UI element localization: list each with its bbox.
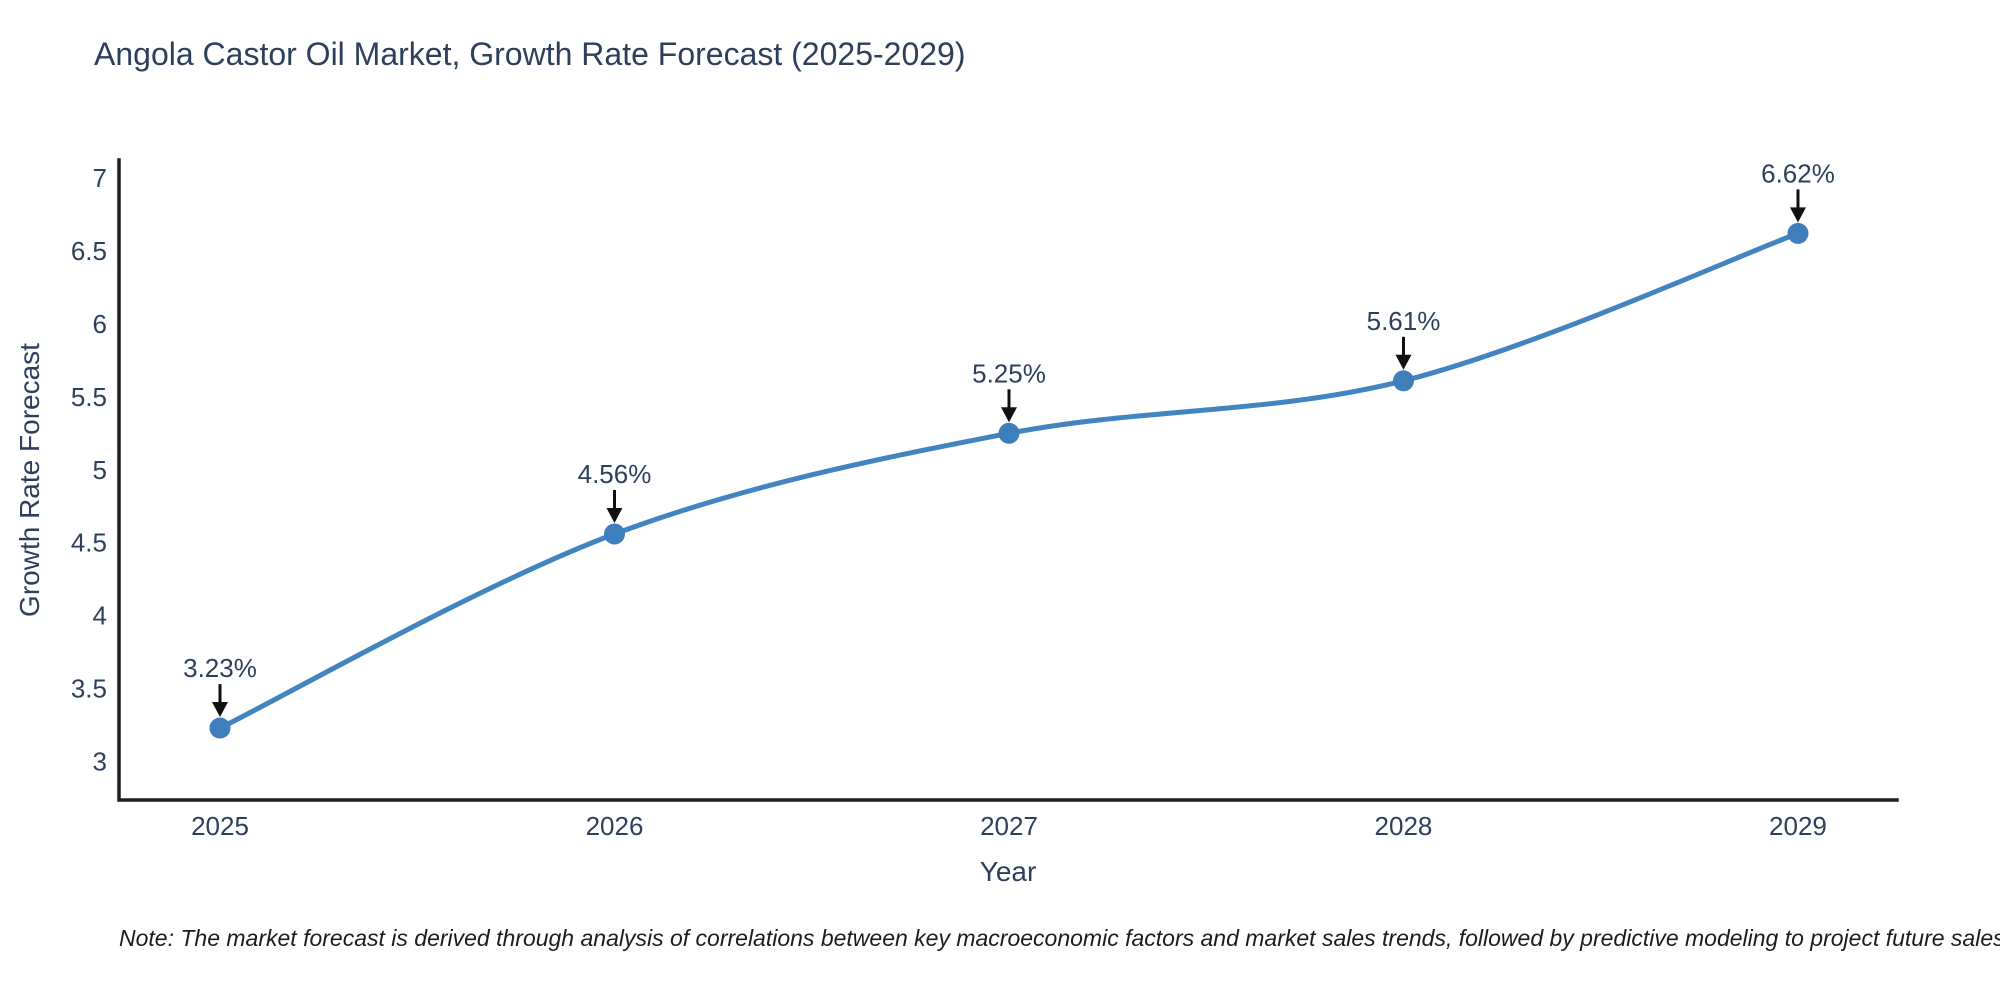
y-tick-label: 3.5 [71, 674, 107, 704]
y-tick-label: 7 [93, 163, 107, 193]
y-tick-label: 6.5 [71, 236, 107, 266]
y-tick-label: 5.5 [71, 382, 107, 412]
y-tick-label: 5 [93, 455, 107, 485]
x-tick-label: 2026 [586, 811, 644, 841]
x-axis-title: Year [979, 856, 1037, 887]
data-point-label: 5.61% [1367, 306, 1441, 336]
data-point-label: 4.56% [578, 459, 652, 489]
data-point-marker [1787, 222, 1809, 244]
x-tick-label: 2027 [980, 811, 1038, 841]
data-point-marker [1392, 370, 1414, 392]
x-tick-label: 2028 [1375, 811, 1433, 841]
data-point-marker [209, 717, 231, 739]
x-tick-label: 2029 [1769, 811, 1827, 841]
annotation-arrowhead [1789, 207, 1806, 223]
forecast-line [217, 230, 1801, 731]
y-tick-label: 4 [93, 601, 107, 631]
footnote: Note: The market forecast is derived thr… [119, 925, 2000, 951]
annotation-arrowhead [1395, 354, 1412, 370]
data-point-marker [603, 523, 625, 545]
y-tick-label: 6 [93, 309, 107, 339]
y-tick-label: 3 [93, 747, 107, 777]
annotation-arrowhead [1000, 407, 1017, 423]
axis-lines [117, 158, 1899, 802]
data-point-label: 6.62% [1761, 158, 1835, 188]
data-point-marker [998, 422, 1020, 444]
chart-title: Angola Castor Oil Market, Growth Rate Fo… [94, 36, 966, 72]
data-point-label: 5.25% [972, 358, 1046, 388]
y-tick-label: 4.5 [71, 528, 107, 558]
x-tick-label: 2025 [191, 811, 249, 841]
annotation-arrowhead [211, 702, 228, 718]
annotation-arrowhead [606, 507, 623, 523]
data-point-label: 3.23% [183, 653, 257, 683]
